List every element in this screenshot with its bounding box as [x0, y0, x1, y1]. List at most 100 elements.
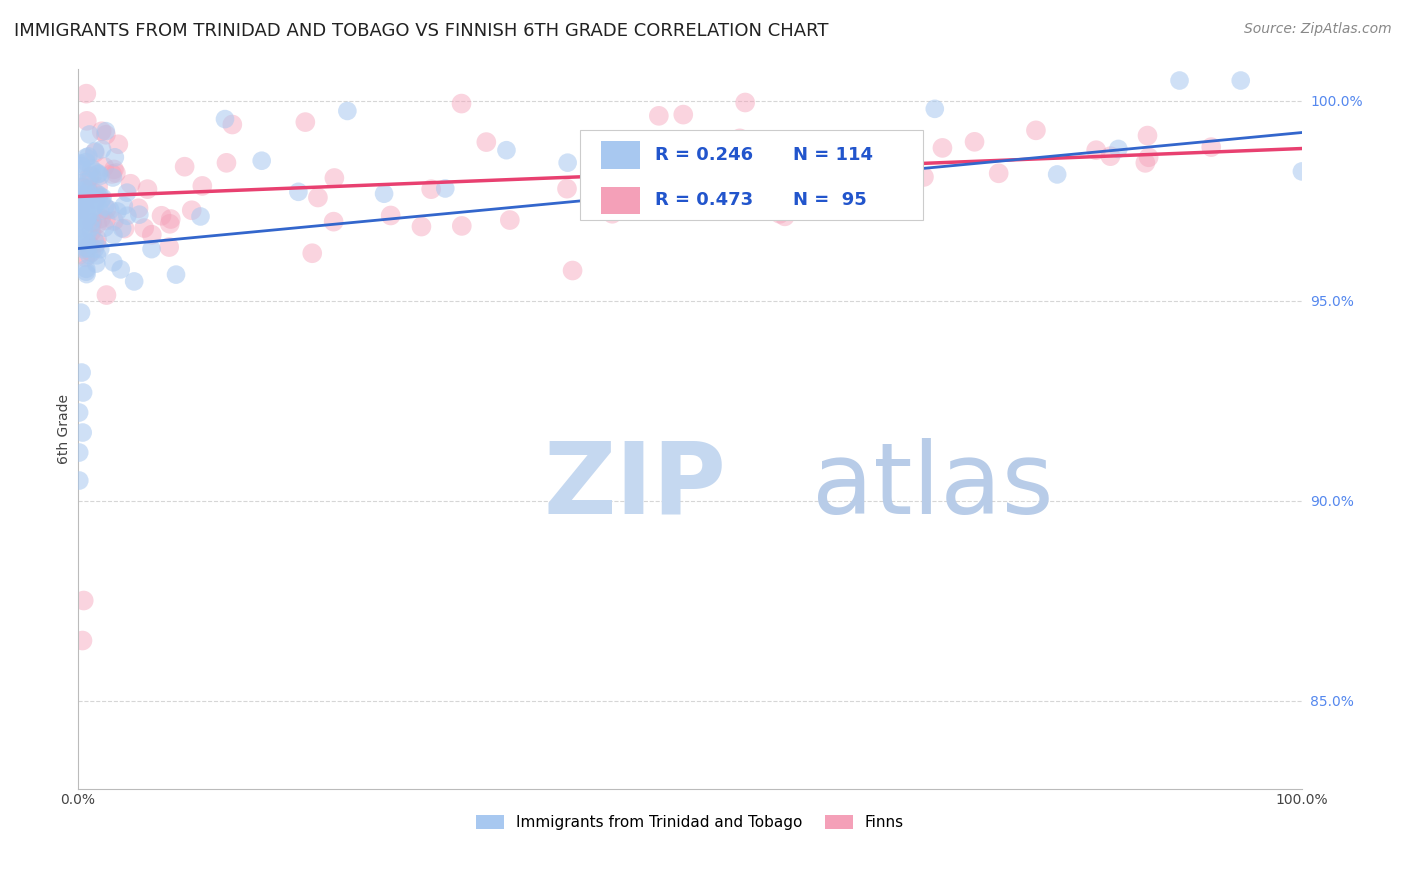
- Point: [120, 177, 142, 191]
- Point: [89, 242, 111, 256]
- Point: [72, 633, 94, 648]
- Point: [128, 201, 150, 215]
- Point: [561, 263, 583, 277]
- Point: [180, 203, 202, 218]
- Point: [931, 141, 953, 155]
- Point: [98, 202, 121, 217]
- Point: [76, 212, 98, 227]
- Point: [672, 107, 695, 121]
- Point: [122, 275, 145, 289]
- Point: [70, 211, 93, 225]
- Point: [90, 193, 112, 207]
- Point: [585, 176, 607, 190]
- Point: [173, 160, 195, 174]
- Point: [1168, 73, 1191, 87]
- Point: [84, 236, 107, 251]
- Point: [69, 220, 91, 235]
- Point: [82, 200, 104, 214]
- Text: Source: ZipAtlas.com: Source: ZipAtlas.com: [1244, 22, 1392, 37]
- Point: [69, 213, 91, 227]
- Point: [1107, 142, 1129, 156]
- Point: [1135, 156, 1157, 170]
- Point: [557, 155, 579, 169]
- Point: [96, 288, 118, 302]
- Point: [86, 248, 108, 262]
- Point: [77, 194, 100, 208]
- Point: [73, 225, 96, 239]
- Point: [73, 204, 96, 219]
- Point: [75, 235, 97, 250]
- Point: [420, 182, 443, 196]
- Point: [69, 156, 91, 170]
- Point: [84, 165, 107, 179]
- Point: [77, 211, 100, 226]
- Point: [90, 211, 112, 226]
- Point: [72, 385, 94, 400]
- Point: [221, 118, 243, 132]
- Text: N =  95: N = 95: [793, 191, 866, 210]
- Point: [740, 165, 762, 179]
- Bar: [600, 186, 640, 214]
- Point: [103, 214, 125, 228]
- Point: [103, 255, 125, 269]
- Point: [1137, 150, 1160, 164]
- Point: [111, 221, 134, 235]
- Point: [84, 144, 107, 158]
- Point: [499, 213, 522, 227]
- Point: [336, 103, 359, 118]
- Point: [76, 182, 98, 196]
- Point: [90, 124, 112, 138]
- Point: [91, 142, 114, 156]
- Point: [107, 204, 129, 219]
- Point: [112, 199, 135, 213]
- Point: [1099, 149, 1122, 163]
- Point: [73, 207, 96, 221]
- Point: [322, 214, 344, 228]
- Point: [215, 156, 238, 170]
- Point: [141, 242, 163, 256]
- Point: [69, 233, 91, 247]
- Point: [67, 183, 90, 197]
- Point: [80, 161, 103, 176]
- Point: [76, 113, 98, 128]
- Point: [83, 242, 105, 256]
- Point: [924, 102, 946, 116]
- Point: [70, 305, 93, 319]
- Point: [1136, 128, 1159, 143]
- Point: [76, 199, 98, 213]
- Point: [301, 246, 323, 260]
- Text: R = 0.246: R = 0.246: [655, 146, 752, 164]
- Point: [114, 221, 136, 235]
- Point: [80, 225, 103, 239]
- Point: [72, 179, 94, 194]
- Point: [96, 202, 118, 216]
- Point: [80, 169, 103, 183]
- Point: [141, 227, 163, 242]
- Point: [69, 202, 91, 217]
- Point: [600, 207, 623, 221]
- Point: [666, 153, 689, 168]
- Point: [110, 262, 132, 277]
- Point: [773, 210, 796, 224]
- Point: [91, 190, 114, 204]
- Point: [373, 186, 395, 201]
- Point: [307, 190, 329, 204]
- Point: [77, 149, 100, 163]
- Point: [75, 251, 97, 265]
- Point: [69, 247, 91, 261]
- Text: atlas: atlas: [813, 438, 1054, 534]
- Point: [76, 200, 98, 214]
- Point: [87, 190, 110, 204]
- Point: [165, 268, 187, 282]
- Point: [287, 185, 309, 199]
- Point: [72, 218, 94, 232]
- Point: [801, 147, 824, 161]
- Point: [79, 128, 101, 142]
- Point: [1085, 143, 1108, 157]
- Point: [115, 186, 138, 200]
- Point: [75, 87, 97, 101]
- Point: [963, 135, 986, 149]
- Point: [191, 178, 214, 193]
- Point: [73, 202, 96, 217]
- FancyBboxPatch shape: [579, 129, 922, 219]
